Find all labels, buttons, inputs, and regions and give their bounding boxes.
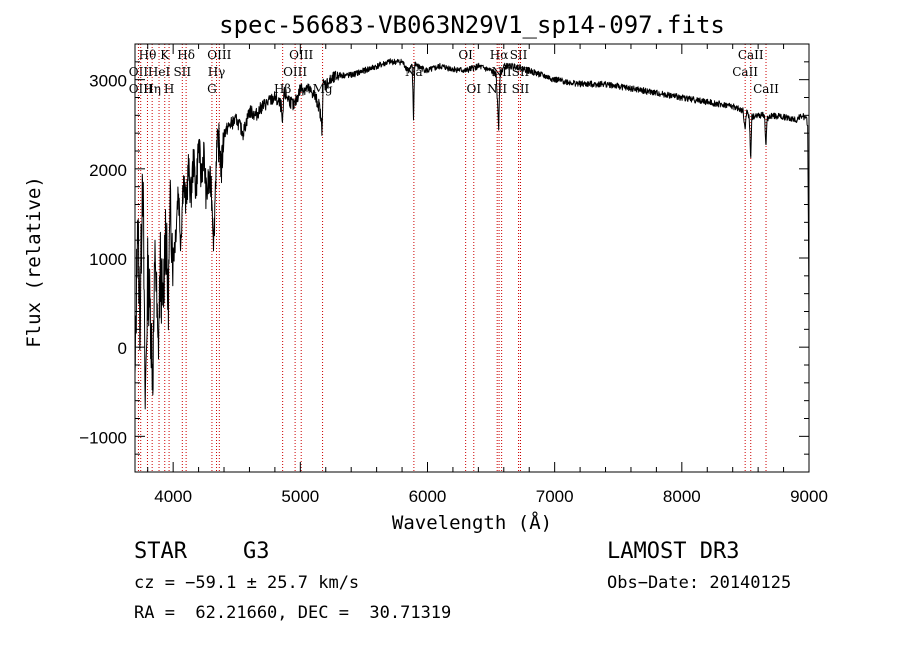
- axis-ticks: 4000 5000 6000 7000 8000 9000 −1000 0 1000 2000 30…: [79, 44, 828, 506]
- object-class: STAR: [134, 539, 187, 564]
- line-label: Hθ: [139, 48, 157, 62]
- plot-frame: [134, 43, 810, 473]
- line-label: G: [207, 82, 217, 96]
- y-tick-label: 0: [118, 339, 127, 358]
- line-label: K: [160, 48, 170, 62]
- x-tick-label: 6000: [409, 487, 447, 506]
- flux-curve: [134, 58, 810, 410]
- line-label: OI: [466, 82, 481, 96]
- y-tick-label: −1000: [79, 428, 127, 447]
- observation-date: Obs−Date: 20140125: [607, 573, 792, 593]
- line-label: CaII: [753, 82, 779, 96]
- line-label: SII: [510, 48, 528, 62]
- line-label: SII: [173, 65, 191, 79]
- line-label: OIII: [207, 48, 231, 62]
- line-label: Hα: [490, 48, 509, 62]
- line-label: OI: [458, 48, 473, 62]
- x-tick-label: 8000: [663, 487, 701, 506]
- x-axis-label: Wavelength (Å): [392, 511, 552, 534]
- x-tick-label: 9000: [790, 487, 828, 506]
- line-label: Hγ: [208, 65, 226, 79]
- line-label: Hδ: [177, 48, 195, 62]
- line-label: H: [164, 82, 174, 96]
- line-label: CaII: [738, 48, 764, 62]
- sky-coordinates: RA = 62.21660, DEC = 30.71319: [134, 603, 452, 623]
- x-tick-label: 7000: [536, 487, 574, 506]
- line-label: Hη: [143, 82, 161, 96]
- chart-title: spec-56683-VB063N29V1_sp14-097.fits: [219, 11, 725, 39]
- y-tick-label: 1000: [89, 250, 127, 269]
- y-tick-label: 3000: [89, 72, 127, 91]
- redshift-velocity: cz = −59.1 ± 25.7 km/s: [134, 573, 360, 593]
- line-label: OII: [129, 65, 149, 79]
- y-tick-label: 2000: [89, 161, 127, 180]
- y-axis-label: Flux (relative): [23, 176, 45, 348]
- x-tick-label: 5000: [281, 487, 319, 506]
- survey-name: LAMOST DR3: [607, 539, 740, 564]
- line-label: Hβ: [274, 82, 291, 96]
- line-label: OIII: [289, 48, 313, 62]
- x-tick-label: 4000: [154, 487, 192, 506]
- line-label: NII: [487, 82, 507, 96]
- line-label: CaII: [732, 65, 758, 79]
- line-label: OIII: [283, 65, 307, 79]
- flux-series: [134, 58, 810, 410]
- object-subclass: G3: [243, 539, 270, 564]
- line-label: SII: [512, 82, 530, 96]
- line-label: HeI: [148, 65, 171, 79]
